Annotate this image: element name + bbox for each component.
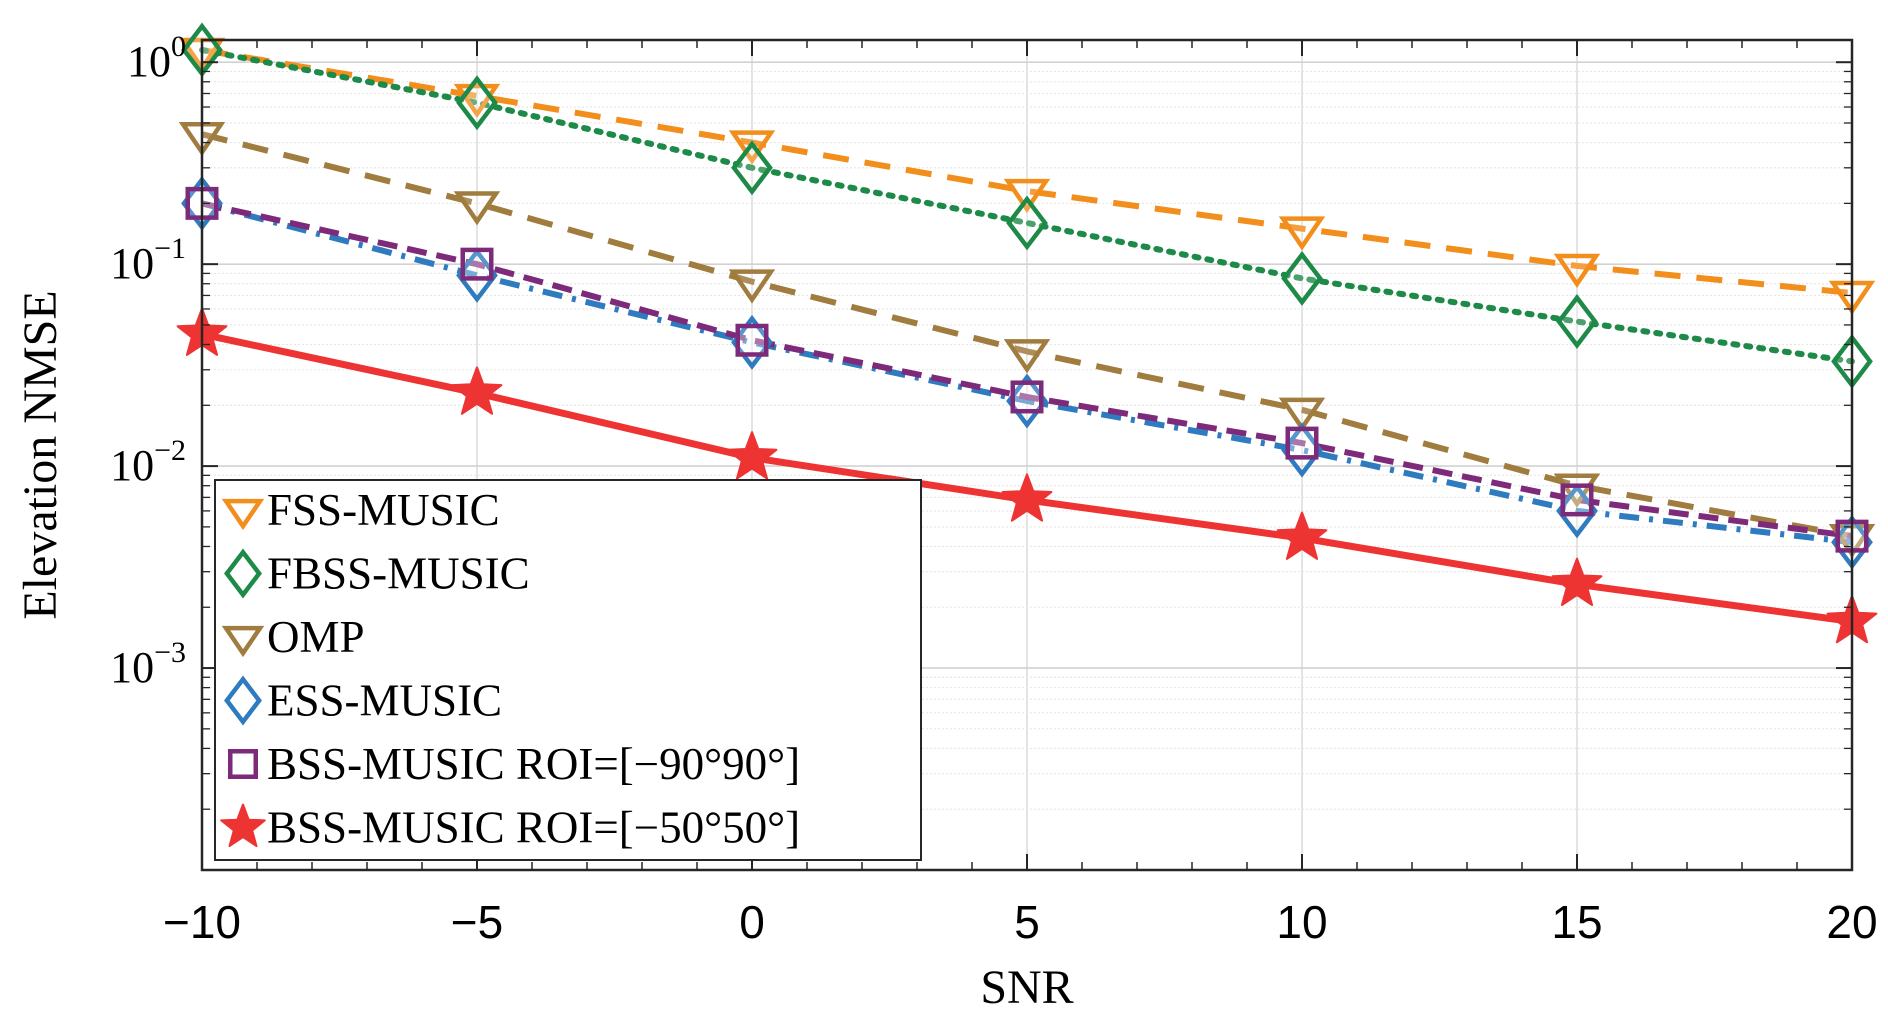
- series-2-point: [1278, 397, 1326, 432]
- legend-marker: [220, 803, 266, 848]
- series-0-point: [1278, 216, 1326, 251]
- x-tick-label: 5: [1014, 896, 1040, 948]
- series-4-point: [735, 323, 769, 357]
- legend-item: OMP: [221, 612, 365, 662]
- x-tick-label: −10: [163, 896, 241, 948]
- series-line-3: [201, 200, 1853, 546]
- legend-marker: [228, 749, 258, 779]
- series-5-point: [1001, 473, 1053, 522]
- y-axis-label: Elevation NMSE: [14, 290, 67, 619]
- y-tick-label: 10−1: [110, 232, 186, 288]
- legend-item: BSS-MUSIC ROI=[−90°90°]: [228, 739, 800, 789]
- series-1-point: [456, 75, 498, 131]
- legend-item: FBSS-MUSIC: [224, 548, 530, 599]
- x-tick-label: 10: [1276, 896, 1327, 948]
- y-tick-label: 10−2: [110, 434, 186, 490]
- legend-marker: [221, 498, 265, 531]
- series-line-1: [199, 47, 1855, 365]
- legend: FSS-MUSIC FBSS-MUSIC OMP ESS-MUSIC BSS-MUSIC…: [214, 479, 922, 861]
- legend-label: FBSS-MUSIC: [267, 549, 530, 599]
- series-4-point: [460, 247, 494, 281]
- legend-marker: [224, 675, 262, 726]
- legend-box: [214, 479, 922, 861]
- legend-label: OMP: [267, 612, 365, 662]
- series-line-4: [201, 200, 1853, 540]
- series-2-point: [728, 269, 776, 304]
- series-markers: [176, 22, 1878, 644]
- series-0-point: [1553, 253, 1601, 288]
- series-2-point: [1003, 339, 1051, 374]
- series-0-point: [1003, 178, 1051, 214]
- legend-item: ESS-MUSIC: [224, 675, 502, 726]
- series-4-point: [1560, 483, 1594, 517]
- legend-label: FSS-MUSIC: [267, 485, 500, 535]
- x-tick-label: 0: [739, 896, 765, 948]
- series-5-point: [1276, 511, 1328, 560]
- series-1-point: [731, 140, 773, 196]
- x-tick-labels: −10 −5 0 5 10 15 20: [163, 896, 1878, 948]
- x-tick-label: −5: [451, 896, 503, 948]
- legend-label: BSS-MUSIC ROI=[−50°50°]: [267, 803, 800, 853]
- legend-item: FSS-MUSIC: [221, 485, 500, 535]
- legend-marker: [224, 548, 262, 599]
- y-tick-labels: 100 10−1 10−2 10−3: [110, 30, 186, 692]
- legend-label: ESS-MUSIC: [267, 676, 502, 726]
- series-line-2: [201, 131, 1853, 540]
- series-5-point: [451, 366, 503, 415]
- legend-item: BSS-MUSIC ROI=[−50°50°]: [220, 803, 800, 853]
- series-2-point: [453, 191, 501, 226]
- legend-marker: [221, 625, 265, 658]
- series-5-point: [1551, 557, 1603, 606]
- x-axis-label: SNR: [980, 961, 1073, 1014]
- series-1-point: [1006, 195, 1048, 251]
- legend-label: BSS-MUSIC ROI=[−90°90°]: [267, 739, 800, 789]
- axis-ticks: [201, 40, 1853, 871]
- series-1-point: [1556, 294, 1598, 349]
- y-tick-label: 10−3: [110, 636, 186, 692]
- series-4-point: [1010, 380, 1044, 414]
- series-4-point: [1285, 426, 1319, 460]
- series-1-point: [1281, 250, 1323, 306]
- x-tick-label: 20: [1826, 896, 1877, 948]
- y-tick-label: 100: [127, 30, 186, 86]
- series-line-0: [201, 47, 1853, 296]
- x-tick-label: 15: [1551, 896, 1602, 948]
- series-5-point: [726, 431, 778, 480]
